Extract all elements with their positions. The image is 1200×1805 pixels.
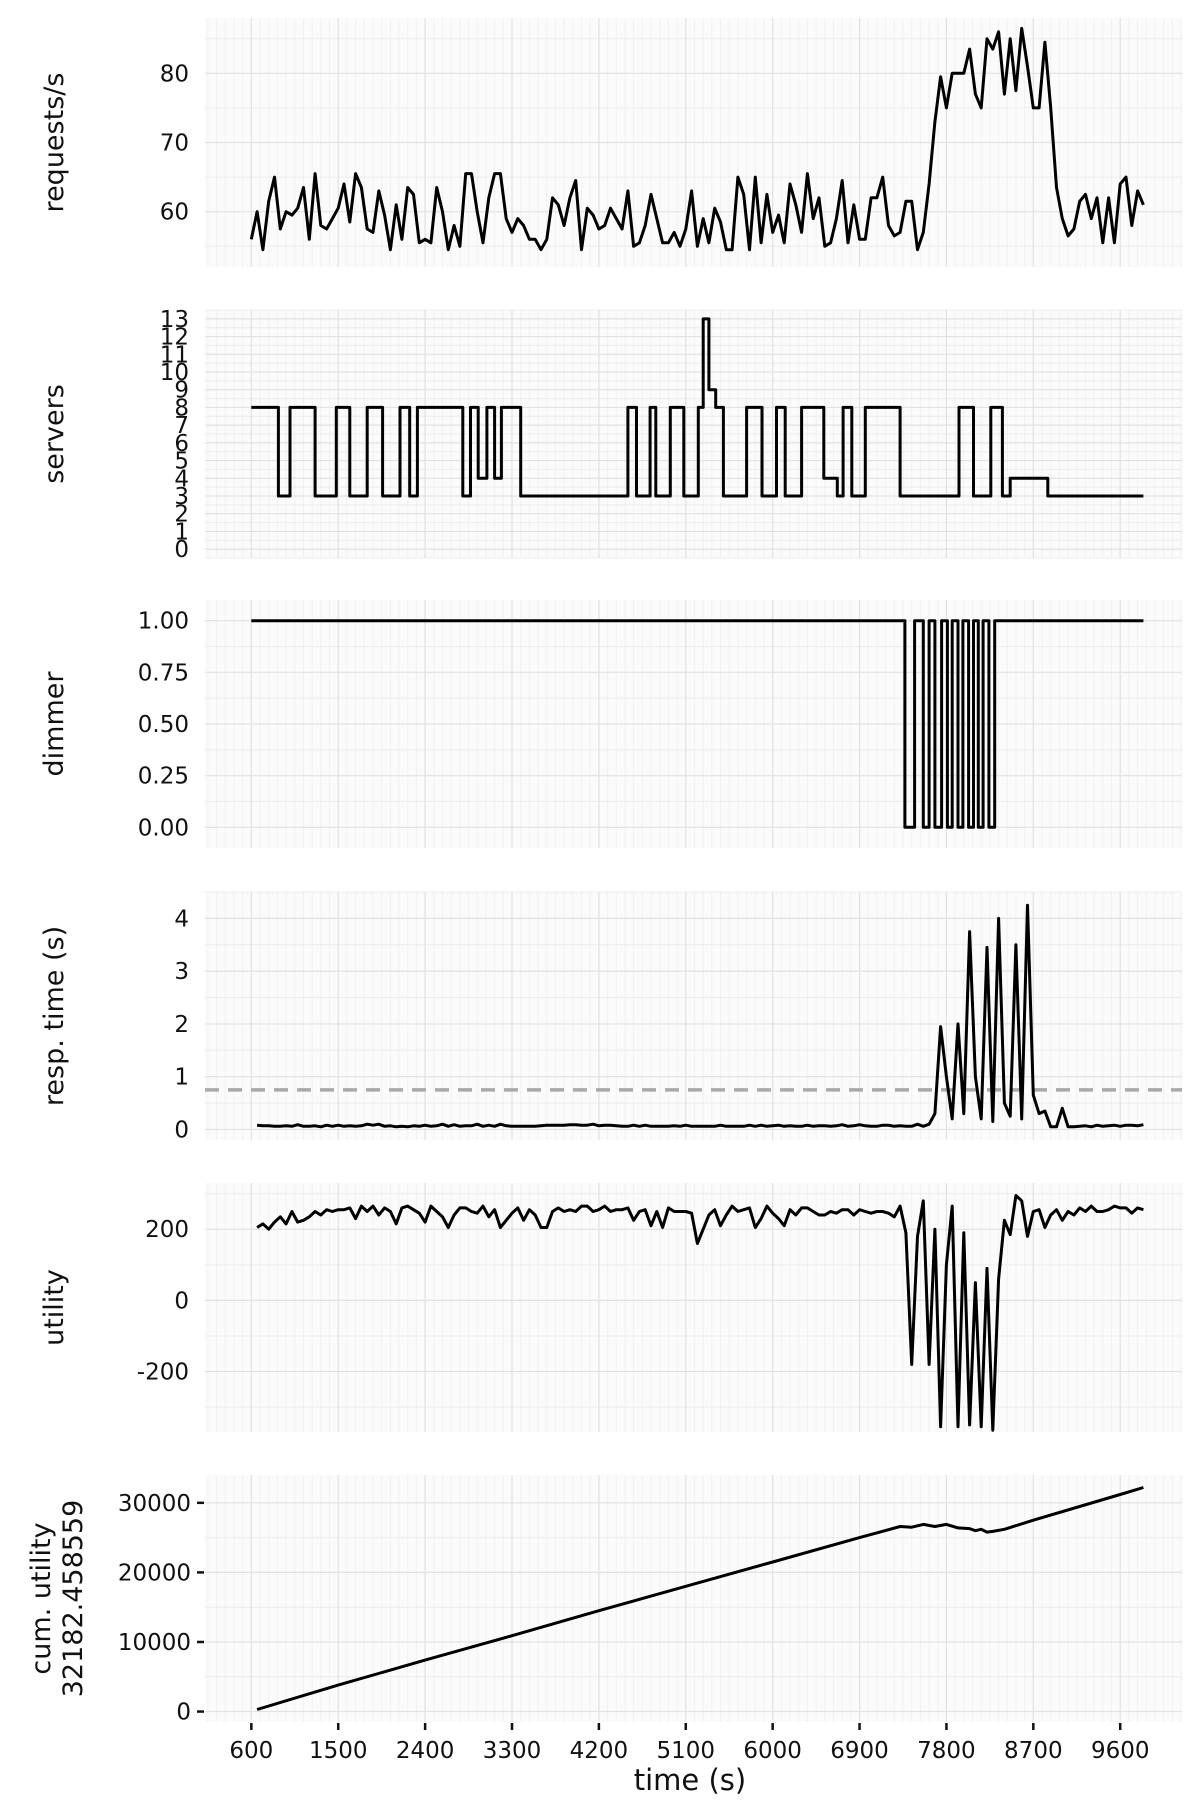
panel-dimmer: 0.00 0.25 0.50 0.75 1.00 dimmer — [39, 600, 1182, 848]
panel-background — [205, 1475, 1182, 1722]
series-line-resp_time — [256, 903, 1144, 1129]
y-tick-label: 8 — [174, 395, 189, 421]
y-tick-label: 0 — [174, 537, 189, 563]
x-tick-label: 6900 — [830, 1738, 889, 1764]
y-tick-label: 10 — [160, 360, 189, 386]
y-tick-label: 1 — [174, 1065, 189, 1091]
x-tick-label: 3300 — [483, 1738, 542, 1764]
panel-utility: -200 0 200 utility — [39, 1183, 1182, 1432]
y-tick-label: 4 — [174, 906, 189, 932]
y-tick-label: 10000 — [118, 1630, 191, 1656]
panel-resp_time: 0 1 2 3 4 resp. time (s) — [39, 891, 1182, 1143]
y-axis-label: servers — [39, 384, 70, 484]
y-tick-label: 3 — [174, 959, 189, 985]
y-axis-label: requests/s — [39, 73, 70, 213]
series-line-cum_utility — [256, 1486, 1144, 1711]
y-tick-label: 0 — [174, 1117, 189, 1143]
x-tick-label: 7800 — [917, 1738, 976, 1764]
y-tick-label: 4 — [174, 466, 189, 492]
y-tick-label: 20000 — [118, 1560, 191, 1586]
y-tick-label: 5 — [174, 449, 189, 475]
series-line-requests — [249, 26, 1145, 252]
y-tick-label: 11 — [160, 342, 189, 368]
y-tick-label: 2 — [174, 502, 189, 528]
series-line-dimmer — [251, 619, 1144, 829]
x-axis-label: time (s) — [634, 1763, 746, 1797]
x-tick-label: 600 — [229, 1738, 273, 1764]
series-line-utility — [256, 1194, 1144, 1432]
panel-cum_utility: 0 10000 20000 30000 cum. utility 32182.458559… — [26, 1475, 1182, 1764]
y-tick-label: -200 — [137, 1360, 189, 1386]
panel-requests: 60 70 80 requests/s — [39, 18, 1182, 267]
y-tick-label: 7 — [174, 413, 189, 439]
y-tick-label: 200 — [145, 1217, 189, 1243]
y-tick-label: 9 — [174, 378, 189, 404]
y-tick-label: 80 — [160, 61, 189, 87]
y-tick-label: 70 — [160, 131, 189, 157]
y-axis-label: utility — [39, 1269, 70, 1346]
y-tick-label: 2 — [174, 1012, 189, 1038]
x-tick-label: 4200 — [570, 1738, 629, 1764]
x-tick-label: 8700 — [1004, 1738, 1063, 1764]
y-axis-label: dimmer — [39, 671, 70, 777]
y-tick-label: 1 — [174, 519, 189, 545]
y-tick-label: 60 — [160, 200, 189, 226]
x-tick-label: 1500 — [309, 1738, 368, 1764]
y-tick-label: 0.75 — [138, 660, 189, 686]
x-tick-label: 5100 — [657, 1738, 716, 1764]
y-tick-label: 0.00 — [138, 815, 189, 841]
y-axis-label: cum. utility — [26, 1522, 57, 1674]
x-tick-label: 9600 — [1091, 1738, 1150, 1764]
x-tick-label: 2400 — [396, 1738, 455, 1764]
y-axis-label: resp. time (s) — [39, 926, 70, 1106]
y-tick-label: 0 — [176, 1700, 191, 1726]
series-line-servers — [251, 317, 1144, 498]
y-axis-label: 32182.458559 — [58, 1500, 89, 1698]
y-tick-label: 0 — [174, 1288, 189, 1314]
y-tick-label: 13 — [160, 307, 189, 333]
y-tick-label: 12 — [160, 325, 189, 351]
y-tick-label: 0.25 — [138, 764, 189, 790]
y-tick-label: 0.50 — [138, 712, 189, 738]
y-tick-label: 1.00 — [138, 609, 189, 635]
y-tick-label: 3 — [174, 484, 189, 510]
x-tick-label: 6000 — [743, 1738, 802, 1764]
y-tick-label: 30000 — [118, 1491, 191, 1517]
y-tick-label: 6 — [174, 431, 189, 457]
